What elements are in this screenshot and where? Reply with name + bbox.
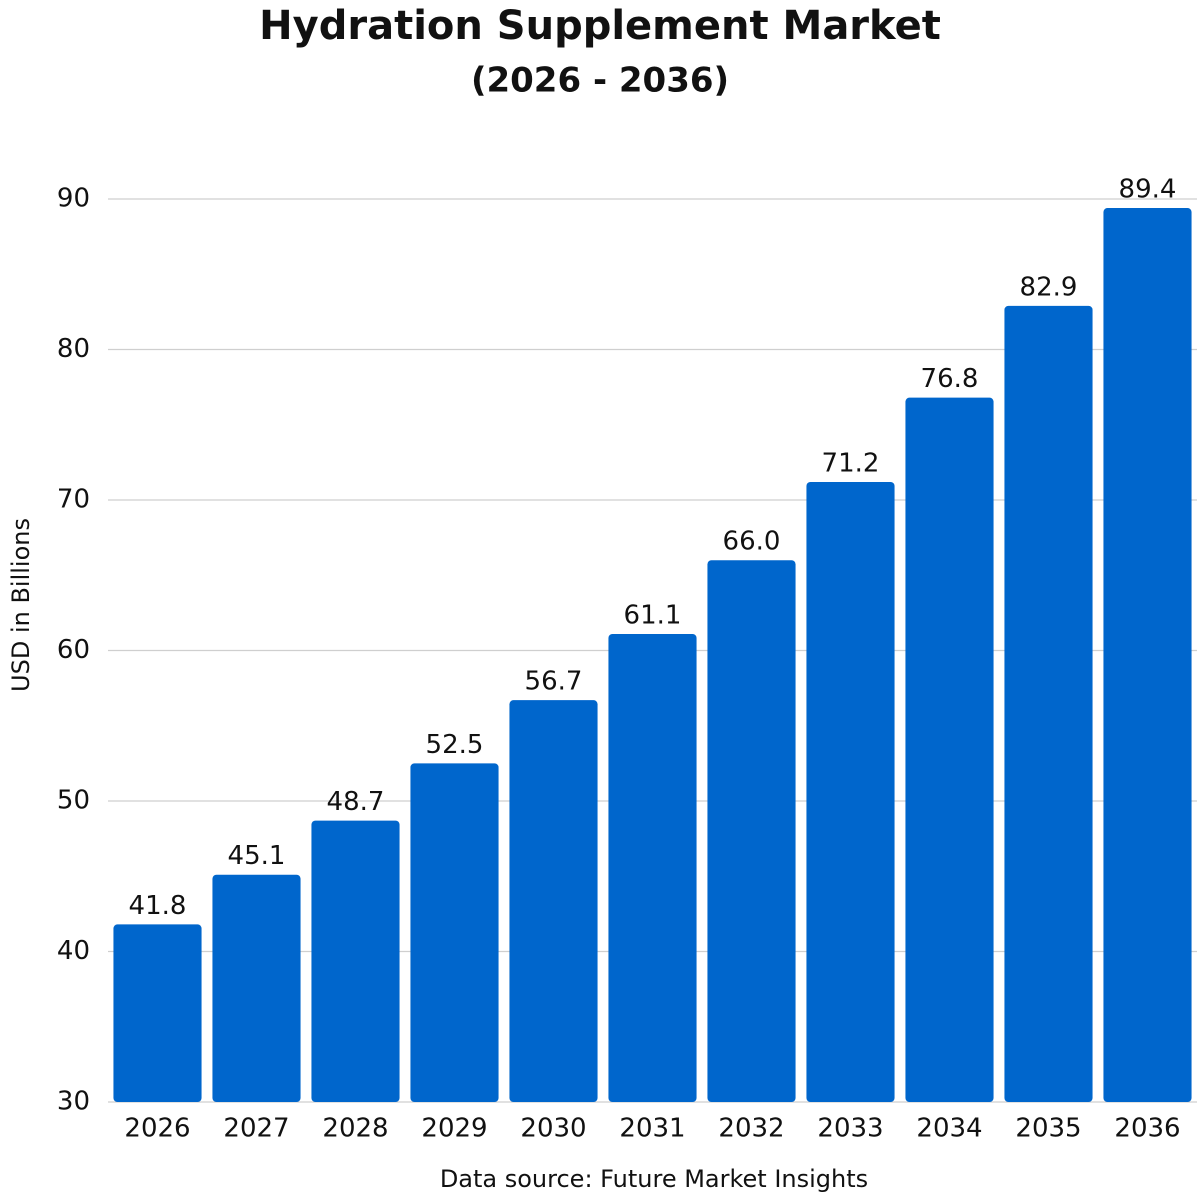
bar xyxy=(410,763,499,1102)
bar xyxy=(707,560,796,1102)
x-tick-label: 2027 xyxy=(223,1114,289,1144)
y-tick-label: 40 xyxy=(57,936,90,966)
bar xyxy=(212,874,301,1102)
y-axis-label: USD in Billions xyxy=(7,518,35,692)
x-tick-label: 2026 xyxy=(124,1114,190,1144)
x-tick-label: 2036 xyxy=(1114,1114,1180,1144)
x-tick-label: 2033 xyxy=(817,1114,883,1144)
data-label: 52.5 xyxy=(426,730,484,760)
x-tick-label: 2034 xyxy=(916,1114,982,1144)
x-tick-label: 2035 xyxy=(1015,1114,1081,1144)
bar xyxy=(1103,208,1192,1102)
bar xyxy=(1004,305,1093,1103)
y-tick-label: 90 xyxy=(57,184,90,214)
y-tick-label: 60 xyxy=(57,635,90,665)
data-label: 41.8 xyxy=(129,891,187,921)
x-tick-label: 2032 xyxy=(718,1114,784,1144)
source-note: Data source: Future Market Insights xyxy=(440,1165,868,1193)
data-label: 66.0 xyxy=(723,527,781,557)
chart-title: Hydration Supplement Market xyxy=(259,3,941,49)
x-tick-label: 2030 xyxy=(520,1114,586,1144)
data-label: 45.1 xyxy=(228,841,286,871)
y-tick-label: 50 xyxy=(57,786,90,816)
bar xyxy=(905,397,994,1102)
data-label: 48.7 xyxy=(327,787,385,817)
bar xyxy=(311,820,400,1102)
bar xyxy=(806,481,895,1102)
chart-subtitle: (2026 - 2036) xyxy=(471,61,729,101)
data-label: 89.4 xyxy=(1119,175,1177,205)
y-tick-label: 70 xyxy=(57,485,90,515)
data-label: 56.7 xyxy=(525,667,583,697)
data-label: 82.9 xyxy=(1020,272,1078,302)
x-tick-label: 2031 xyxy=(619,1114,685,1144)
bar xyxy=(509,700,598,1102)
y-tick-label: 80 xyxy=(57,334,90,364)
data-label: 76.8 xyxy=(921,364,979,394)
x-tick-label: 2029 xyxy=(421,1114,487,1144)
data-label: 61.1 xyxy=(624,600,682,630)
bar xyxy=(608,633,697,1102)
y-tick-label: 30 xyxy=(57,1087,90,1117)
bar xyxy=(113,924,202,1102)
x-tick-label: 2028 xyxy=(322,1114,388,1144)
data-label: 71.2 xyxy=(822,448,880,478)
